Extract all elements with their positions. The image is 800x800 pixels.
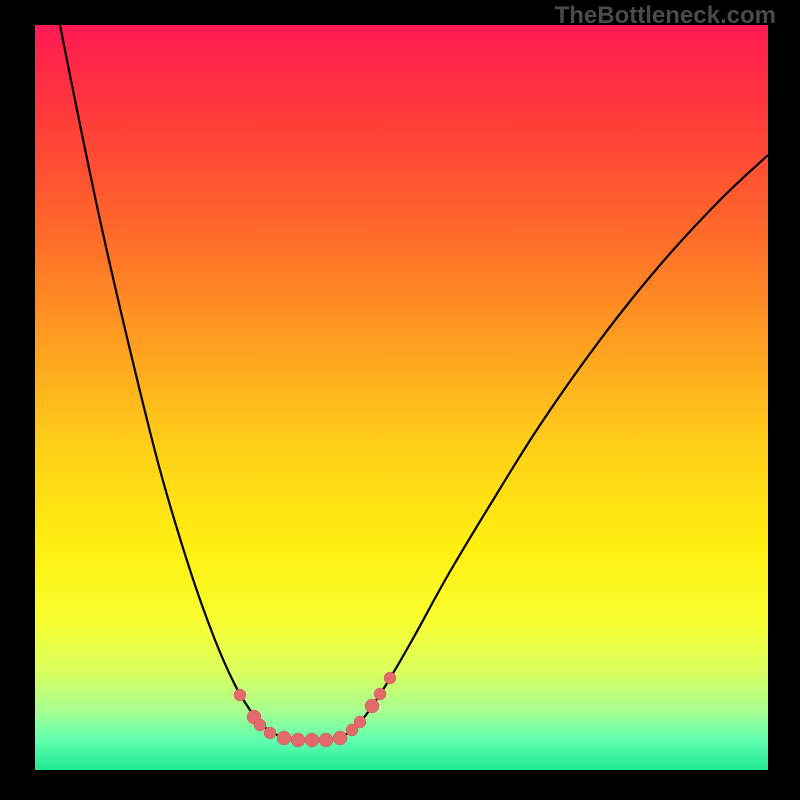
data-marker — [264, 727, 276, 739]
data-marker — [291, 733, 305, 747]
data-marker — [277, 731, 291, 745]
data-marker — [374, 688, 386, 700]
bottleneck-curve-layer — [0, 0, 800, 800]
data-marker — [365, 699, 379, 713]
data-marker — [384, 672, 396, 684]
watermark-text: TheBottleneck.com — [555, 2, 776, 30]
data-marker — [354, 716, 366, 728]
data-marker — [305, 733, 319, 747]
data-markers-group — [234, 672, 396, 747]
data-marker — [319, 733, 333, 747]
data-marker — [333, 731, 347, 745]
data-marker — [234, 689, 246, 701]
chart-container: TheBottleneck.com — [0, 0, 800, 800]
plot-area — [35, 25, 768, 770]
data-marker — [254, 719, 266, 731]
bottleneck-curve — [55, 0, 768, 740]
